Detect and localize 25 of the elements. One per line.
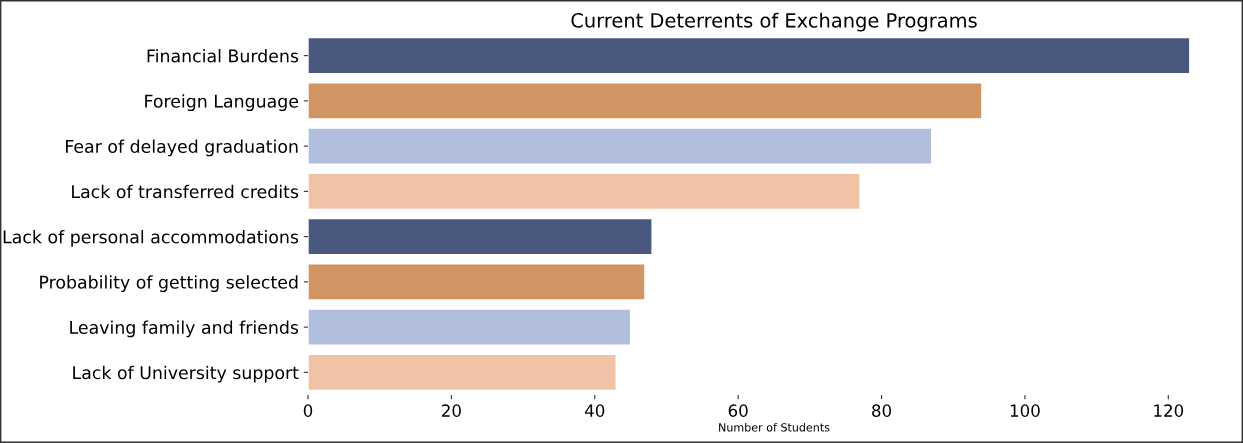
x-tick-label: 80 [872,404,892,417]
x-tick-label: 60 [728,404,748,417]
y-tick-label: Lack of University support [73,365,299,383]
bar [308,36,1191,75]
y-tick-label: Financial Burdens [147,49,299,63]
bar [308,353,617,392]
bar [308,127,933,165]
y-tick-label: Foreign Language [145,94,299,112]
bar [308,217,653,256]
bar [308,82,983,120]
x-tick-label: 100 [1010,404,1040,417]
bar [308,308,632,346]
x-tick-label: 120 [1154,404,1184,417]
y-tick-label: Fear of delayed graduation [66,139,298,157]
bar [308,172,861,211]
x-tick-label: 20 [442,404,461,417]
y-tick-label: Probability of getting selected [40,275,298,293]
x-axis-title: Number of Students [719,422,830,432]
y-tick-label: Lack of transferred credits [72,184,299,199]
x-tick-label: 0 [303,404,313,417]
chart-title: Current Deterrents of Exchange Programs [571,12,977,32]
y-tick-label: Leaving family and friends [70,320,299,338]
x-tick-label: 40 [584,404,605,417]
y-tick-label: Lack of personal accommodations [3,230,299,247]
bar [308,263,646,301]
